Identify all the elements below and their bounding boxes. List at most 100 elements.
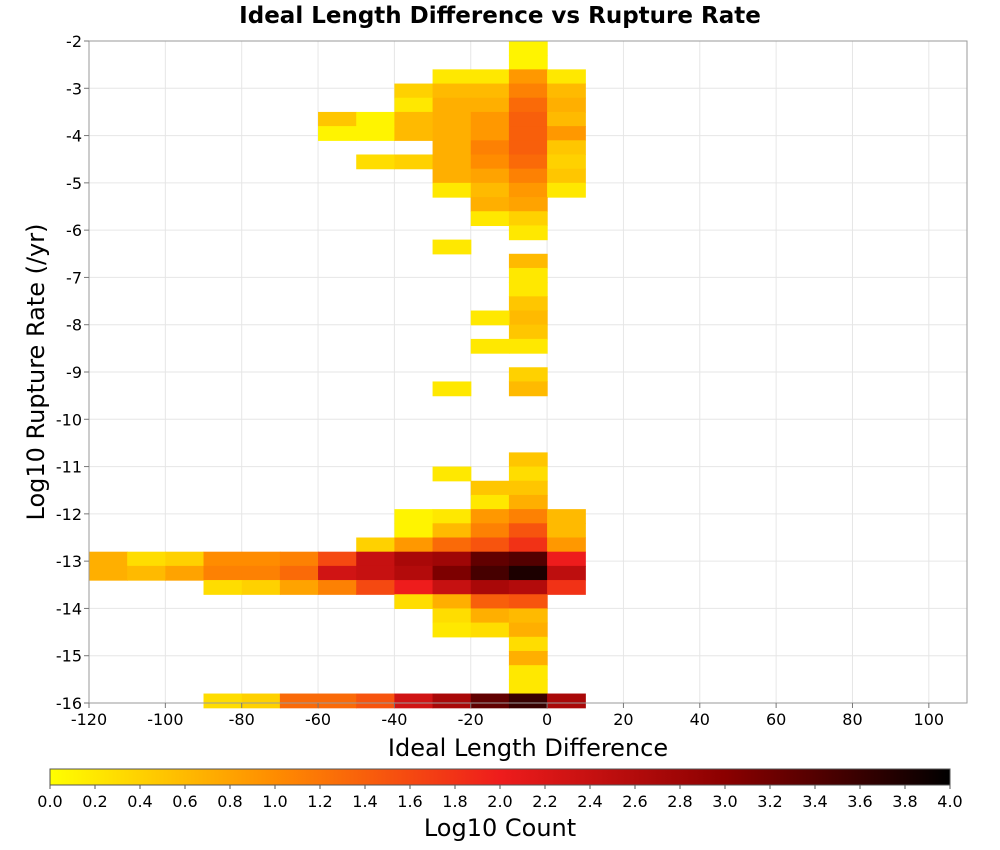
colorbar-tick-label: 1.6 [397,792,422,811]
y-tick-label: -11 [56,458,82,477]
heatmap-cell [470,126,510,141]
heatmap-cell [547,580,586,595]
heatmap-cell [547,551,586,567]
heatmap-cell [508,523,548,539]
y-tick-label: -3 [66,79,82,98]
colorbar-tick-label: 3.8 [892,792,917,811]
x-tick-label: 0 [542,710,552,729]
heatmap-cell [470,523,510,539]
heatmap-cell [508,608,548,624]
heatmap-cell [508,594,548,610]
heatmap-cell [394,580,434,595]
heatmap-cell [394,551,434,567]
heatmap-cell [508,509,548,524]
heatmap-cell [470,494,510,510]
x-tick-label: -80 [229,710,255,729]
y-tick-label: -12 [56,505,82,524]
x-axis-ticks: -120 -100 -80 -60 -40 -20 0 20 40 60 80 100 [71,703,944,729]
heatmap-cell [547,565,586,581]
x-tick-label: 40 [690,710,710,729]
colorbar-tick-label: 1.0 [262,792,287,811]
heatmap-cell [470,693,510,709]
heatmap-cell [470,140,510,156]
heatmap-cell [508,154,548,170]
heatmap-cell [470,154,510,170]
heatmap-cell [432,381,472,397]
heatmap-cell [203,580,243,595]
heatmap-cell [470,182,510,198]
heatmap-cell [203,693,243,709]
heatmap-cell [432,111,472,127]
heatmap-cell [394,594,434,610]
x-tick-label: 80 [842,710,862,729]
heatmap-cell [241,693,281,709]
heatmap-cell [470,97,510,113]
colorbar-tick-label: 3.6 [847,792,872,811]
colorbar-tick-label: 1.4 [352,792,377,811]
heatmap-cell [547,69,586,85]
colorbar-tick-label: 0.4 [127,792,152,811]
heatmap-cell [508,381,548,397]
heatmap-cell [508,580,548,595]
colorbar-tick-label: 1.8 [442,792,467,811]
heatmap-cell [508,338,548,354]
heatmap-cell [432,622,472,638]
heatmap-cell [470,551,510,567]
heatmap-cell [318,111,357,127]
heatmap-cell [394,154,434,170]
heatmap-cell [165,565,205,581]
heatmap-cell [203,551,243,567]
heatmap-cells [89,41,586,709]
colorbar-tick-label: 2.6 [622,792,647,811]
x-tick-label: -120 [71,710,107,729]
heatmap-cell [508,494,548,510]
heatmap-cell [356,565,395,581]
heatmap-cell [241,580,281,595]
heatmap-cell [394,537,434,553]
heatmap-cell [432,140,472,156]
heatmap-cell [508,480,548,496]
colorbar-tick-label: 2.8 [667,792,692,811]
colorbar-tick-label: 4.0 [937,792,962,811]
heatmap-cell [508,466,548,482]
y-tick-label: -9 [66,363,82,382]
heatmap-cell [394,97,434,113]
heatmap-cell [547,140,586,156]
heatmap-cell [470,69,510,85]
heatmap-cell [432,523,472,539]
heatmap-cell [356,154,395,170]
heatmap-cell [432,580,472,595]
heatmap-cell [508,665,548,680]
heatmap-cell [394,111,434,127]
heatmap-cell [432,565,472,581]
colorbar-tick-label: 2.4 [577,792,602,811]
heatmap-cell [547,83,586,99]
heatmap-cell [470,594,510,610]
heatmap-cell [279,580,319,595]
heatmap-cell [470,197,510,212]
y-axis-label: Log10 Rupture Rate (/yr) [22,224,50,521]
colorbar-tick-label: 0.2 [82,792,107,811]
colorbar-ticks: 0.0 0.2 0.4 0.6 0.8 1.0 1.2 1.4 1.6 1.8 2.0 2.2 2.4 2… [37,785,963,811]
heatmap-cell [508,537,548,553]
x-tick-label: 60 [766,710,786,729]
y-tick-label: -6 [66,221,82,240]
heatmap-cell [547,537,586,553]
heatmap-cell [432,551,472,567]
y-tick-label: -8 [66,316,82,335]
heatmap-cell [508,551,548,567]
heatmap-cell [432,83,472,99]
heatmap-cell [89,565,128,581]
heatmap-cell [508,636,548,652]
heatmap-cell [547,523,586,539]
x-tick-label: -40 [381,710,407,729]
heatmap-cell [203,565,243,581]
heatmap-cell [508,253,548,269]
heatmap-cell [432,126,472,141]
heatmap-cell [508,565,548,581]
heatmap-cell [165,551,205,567]
heatmap-cell [508,650,548,666]
heatmap-cell [241,551,281,567]
heatmap-cell [508,97,548,113]
